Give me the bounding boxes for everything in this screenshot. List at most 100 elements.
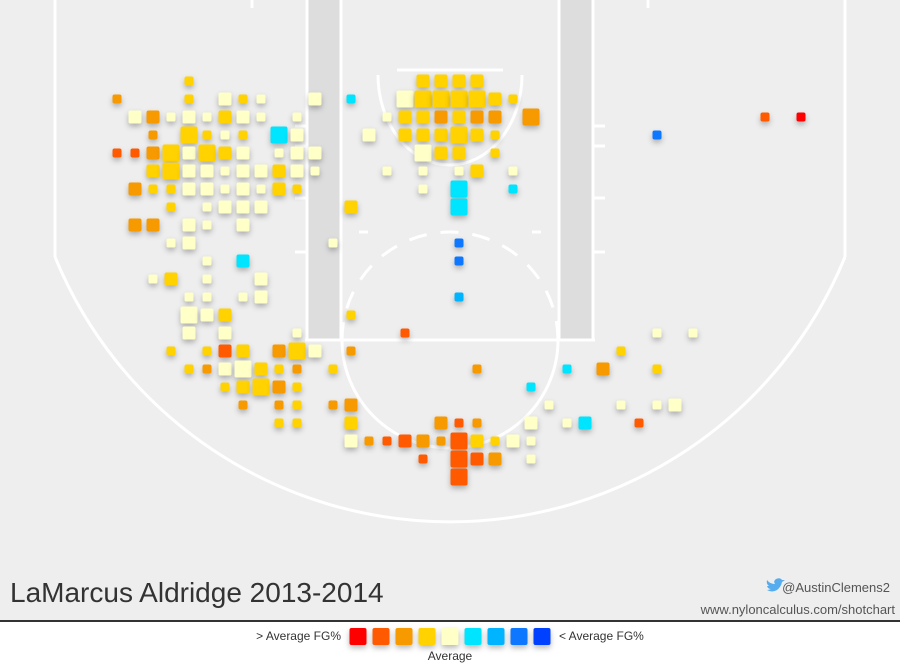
shot [396,90,414,108]
shot [416,128,430,142]
shot [182,182,196,196]
shot [130,148,140,158]
shot [272,380,286,394]
shot [252,378,270,396]
shot [182,110,196,124]
shot [254,200,268,214]
shot [292,112,302,122]
court-lines [53,0,847,524]
shot [218,362,232,376]
shot [220,382,230,392]
shot [450,198,468,216]
shot [454,418,464,428]
shot [146,218,160,232]
shot [508,184,518,194]
shot [236,110,250,124]
shot [218,308,232,322]
shot [450,90,468,108]
shot [182,146,196,160]
shot [218,200,232,214]
chart-title: LaMarcus Aldridge 2013-2014 [10,577,384,608]
shot [236,146,250,160]
shot [382,112,392,122]
shot [292,418,302,428]
shot [236,380,250,394]
court-floor [0,0,900,621]
shot [236,182,250,196]
shot [652,130,662,140]
legend-center-label: Average [428,649,473,663]
shot [184,364,194,374]
shot [238,94,248,104]
legend-swatch [418,628,436,645]
shot [256,184,266,194]
shot [544,400,554,410]
shot [270,126,288,144]
shot [274,148,284,158]
shot [272,344,286,358]
shot [166,202,176,212]
shot [166,184,176,194]
shot [236,344,250,358]
shot [382,436,392,446]
shot [202,274,212,284]
shot [434,110,448,124]
shot [488,92,502,106]
legend-swatch [464,628,482,645]
shot [128,110,142,124]
shot [292,400,302,410]
shot [202,256,212,266]
shot [362,128,376,142]
shot [452,146,466,160]
shot [218,92,232,106]
shot [454,238,464,248]
shot [652,328,662,338]
shot [290,164,304,178]
shot [254,272,268,286]
shot [162,162,180,180]
shot [202,346,212,356]
shot [508,94,518,104]
shot [398,128,412,142]
shot [184,76,194,86]
shot [668,398,682,412]
shot [470,164,484,178]
legend-swatch [487,628,505,645]
shot [346,346,356,356]
shot [344,200,358,214]
shot [490,148,500,158]
shot [470,74,484,88]
shot [526,382,536,392]
credit-url: www.nyloncalculus.com/shotchart [700,602,896,617]
shot [292,184,302,194]
shot [238,400,248,410]
shot [506,434,520,448]
shot [272,164,286,178]
shot [418,184,428,194]
shot [128,218,142,232]
shot [288,342,306,360]
shot [472,418,482,428]
shot [220,166,230,176]
shot [414,144,432,162]
shot [488,110,502,124]
shot [180,126,198,144]
shot [218,344,232,358]
shot [436,436,446,446]
shot [760,112,770,122]
shot [308,344,322,358]
shot [634,418,644,428]
shot [470,434,484,448]
shot [796,112,806,122]
shot [616,346,626,356]
shot [434,146,448,160]
shot [328,364,338,374]
shot [454,166,464,176]
shot [344,416,358,430]
shot [328,238,338,248]
shot [308,146,322,160]
shot [562,418,572,428]
shot [418,166,428,176]
shot [238,130,248,140]
